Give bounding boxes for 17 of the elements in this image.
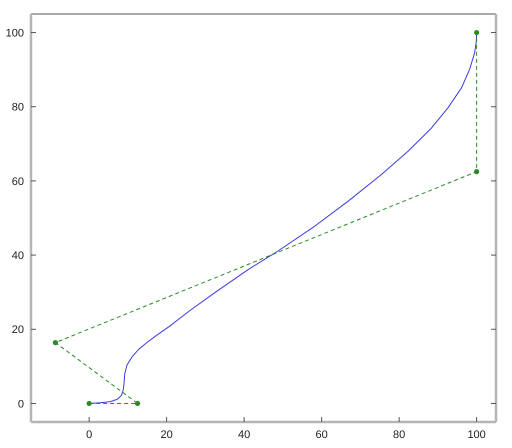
point [52, 340, 58, 346]
y-tick-label: 0 [18, 398, 24, 410]
point [134, 400, 140, 406]
point [474, 30, 480, 36]
x-tick-label: 100 [467, 428, 486, 441]
y-tick-label: 60 [12, 176, 24, 188]
y-tick-label: 100 [6, 27, 24, 40]
y-tick-label: 40 [12, 250, 24, 262]
point [474, 169, 480, 174]
x-tick-label: 40 [238, 428, 250, 441]
point [86, 400, 92, 406]
y-tick-label: 80 [12, 102, 24, 114]
x-tick-label: 80 [393, 428, 406, 441]
x-tick-label: 0 [86, 428, 92, 441]
y-tick-label: 20 [12, 324, 24, 336]
x-tick-label: 60 [316, 428, 328, 441]
x-tick-label: 20 [160, 428, 173, 441]
